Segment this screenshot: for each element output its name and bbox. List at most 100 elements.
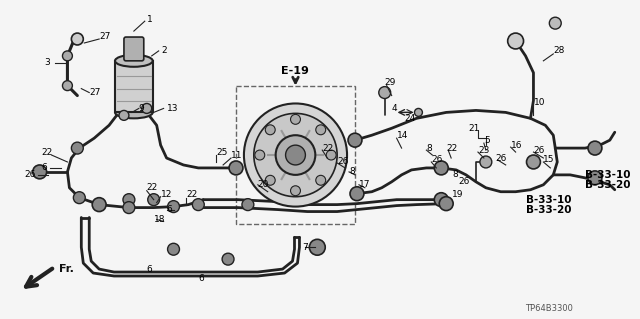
Text: 24: 24 xyxy=(404,114,416,123)
Circle shape xyxy=(72,142,83,154)
Circle shape xyxy=(92,198,106,211)
Text: 13: 13 xyxy=(166,104,178,113)
Circle shape xyxy=(63,51,72,61)
Circle shape xyxy=(255,150,265,160)
Text: 23: 23 xyxy=(478,145,490,155)
Text: 18: 18 xyxy=(154,215,165,224)
Text: 22: 22 xyxy=(147,183,158,192)
Circle shape xyxy=(123,194,135,206)
Text: 4: 4 xyxy=(392,104,397,113)
Text: 11: 11 xyxy=(231,151,243,160)
Circle shape xyxy=(242,199,254,211)
Circle shape xyxy=(168,201,179,212)
Text: B-33-20: B-33-20 xyxy=(585,180,630,190)
Text: 3: 3 xyxy=(45,58,51,67)
Text: TP64B3300: TP64B3300 xyxy=(525,304,573,313)
Ellipse shape xyxy=(115,107,153,118)
Circle shape xyxy=(348,133,362,147)
Text: 26: 26 xyxy=(534,145,545,155)
Text: 22: 22 xyxy=(323,144,333,152)
Text: 6: 6 xyxy=(147,264,152,274)
Text: 27: 27 xyxy=(99,32,111,41)
Bar xyxy=(236,85,355,225)
Circle shape xyxy=(549,17,561,29)
Text: 22: 22 xyxy=(446,144,458,152)
Circle shape xyxy=(229,161,243,175)
Circle shape xyxy=(435,161,448,175)
Circle shape xyxy=(266,125,275,135)
Text: 22: 22 xyxy=(42,148,53,157)
Circle shape xyxy=(588,171,602,185)
Circle shape xyxy=(285,145,305,165)
Circle shape xyxy=(508,33,524,49)
Circle shape xyxy=(148,194,159,206)
Circle shape xyxy=(326,150,336,160)
Text: B-33-10: B-33-10 xyxy=(525,195,571,205)
Text: 6: 6 xyxy=(42,163,47,173)
Text: 6: 6 xyxy=(198,274,204,284)
Circle shape xyxy=(316,175,326,185)
Text: B-33-20: B-33-20 xyxy=(525,204,571,215)
Text: 8: 8 xyxy=(452,170,458,179)
Circle shape xyxy=(33,165,47,179)
Text: 15: 15 xyxy=(543,155,555,165)
Circle shape xyxy=(193,199,204,211)
Text: 26: 26 xyxy=(25,170,36,179)
Text: 5: 5 xyxy=(484,136,490,145)
Text: 25: 25 xyxy=(216,148,228,157)
Text: 26: 26 xyxy=(431,155,443,165)
Text: 7: 7 xyxy=(303,243,308,252)
Circle shape xyxy=(480,156,492,168)
Text: Fr.: Fr. xyxy=(60,264,74,274)
Text: 16: 16 xyxy=(511,141,522,150)
Text: 2: 2 xyxy=(162,47,167,56)
Circle shape xyxy=(316,125,326,135)
Text: 29: 29 xyxy=(385,78,396,87)
Text: 8: 8 xyxy=(349,167,355,176)
Text: 17: 17 xyxy=(359,180,371,189)
Circle shape xyxy=(527,155,540,169)
Circle shape xyxy=(415,108,422,116)
Circle shape xyxy=(266,175,275,185)
Text: 19: 19 xyxy=(452,190,463,199)
Text: 1: 1 xyxy=(147,15,152,24)
Text: 12: 12 xyxy=(161,190,172,199)
Circle shape xyxy=(254,113,337,197)
Text: E-19: E-19 xyxy=(280,66,308,76)
Text: 20: 20 xyxy=(258,180,269,189)
Circle shape xyxy=(74,192,85,204)
Circle shape xyxy=(435,193,448,207)
Circle shape xyxy=(379,87,390,99)
Text: 26: 26 xyxy=(337,158,349,167)
Text: 26: 26 xyxy=(458,177,470,186)
Circle shape xyxy=(276,135,316,175)
Text: 21: 21 xyxy=(468,124,479,133)
Text: 27: 27 xyxy=(89,88,100,97)
Text: 14: 14 xyxy=(397,131,408,140)
Circle shape xyxy=(63,81,72,91)
Text: 9: 9 xyxy=(139,104,145,113)
Text: 8: 8 xyxy=(426,144,432,152)
Text: B-33-10: B-33-10 xyxy=(585,170,630,180)
Circle shape xyxy=(350,187,364,201)
FancyBboxPatch shape xyxy=(124,37,144,61)
Circle shape xyxy=(72,33,83,45)
Circle shape xyxy=(439,197,453,211)
Circle shape xyxy=(291,115,300,124)
Bar xyxy=(115,61,153,112)
Text: 26: 26 xyxy=(496,153,507,162)
Circle shape xyxy=(119,110,129,120)
Circle shape xyxy=(142,103,152,113)
Circle shape xyxy=(309,239,325,255)
Circle shape xyxy=(588,141,602,155)
Text: 6: 6 xyxy=(166,205,172,214)
Ellipse shape xyxy=(115,55,153,67)
Circle shape xyxy=(123,202,135,213)
Circle shape xyxy=(291,186,300,196)
Circle shape xyxy=(222,253,234,265)
Text: 28: 28 xyxy=(554,47,564,56)
Circle shape xyxy=(244,103,347,207)
Circle shape xyxy=(168,243,179,255)
Text: 22: 22 xyxy=(186,190,198,199)
Text: 10: 10 xyxy=(534,98,545,107)
